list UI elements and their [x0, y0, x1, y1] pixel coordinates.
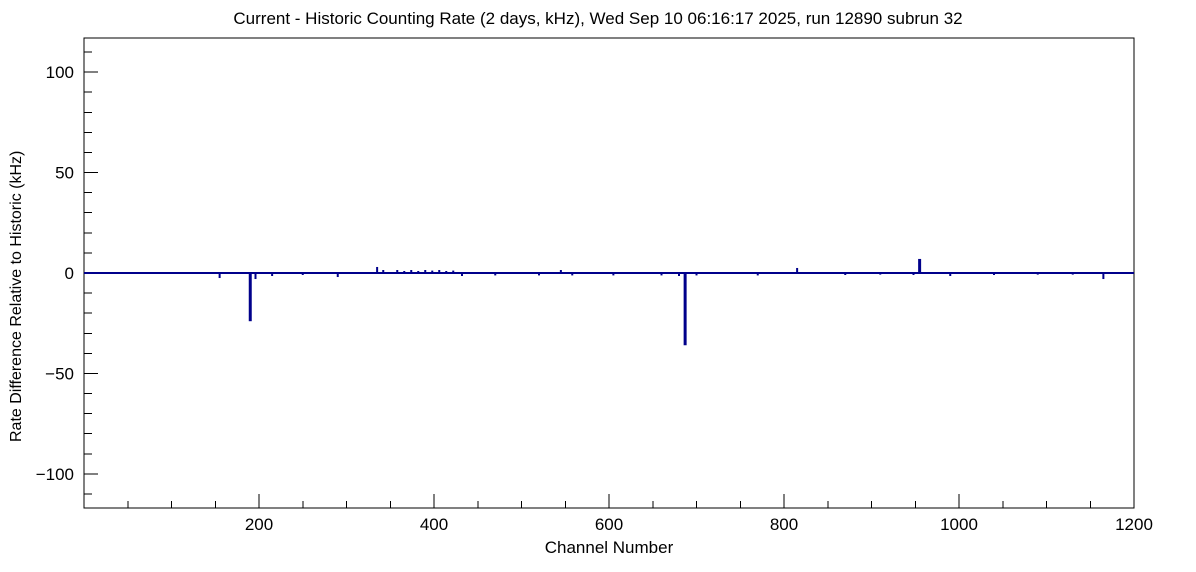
x-tick-label: 800	[770, 515, 798, 534]
x-tick-label: 1000	[940, 515, 978, 534]
x-axis-ticks	[127, 494, 1135, 508]
series-rate-difference	[84, 258, 1134, 346]
tick-labels: 200 400 600 800 1000 1200 −100 −50 0 50 100	[36, 63, 1153, 534]
x-axis-label: Channel Number	[544, 538, 674, 557]
x-tick-label: 1200	[1115, 515, 1153, 534]
y-tick-label: 0	[65, 264, 74, 283]
y-tick-label: 50	[55, 164, 74, 183]
x-tick-label: 600	[595, 515, 623, 534]
x-tick-label: 200	[245, 515, 273, 534]
plot-title: Current - Historic Counting Rate (2 days…	[233, 9, 963, 28]
x-tick-label: 400	[420, 515, 448, 534]
y-tick-label: −100	[36, 465, 74, 484]
y-tick-label: 100	[46, 63, 74, 82]
y-tick-label: −50	[45, 364, 74, 383]
